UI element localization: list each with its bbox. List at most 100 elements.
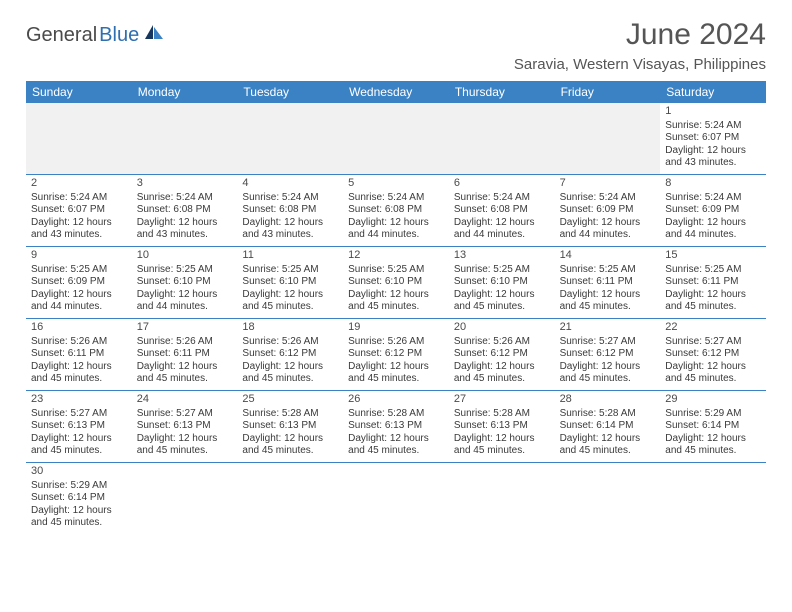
calendar-cell: 5Sunrise: 5:24 AMSunset: 6:08 PMDaylight… — [343, 175, 449, 247]
sunrise-line: Sunrise: 5:25 AM — [560, 264, 656, 277]
sunrise-line: Sunrise: 5:27 AM — [31, 408, 127, 421]
sail-icon — [143, 24, 165, 47]
daylight-line-1: Daylight: 12 hours — [348, 217, 444, 230]
daylight-line-2: and 45 minutes. — [560, 373, 656, 386]
calendar-body: 1Sunrise: 5:24 AMSunset: 6:07 PMDaylight… — [26, 103, 766, 535]
day-number: 26 — [348, 393, 444, 407]
calendar-cell-blank — [26, 103, 132, 175]
calendar-cell-empty — [237, 463, 343, 535]
daylight-line-1: Daylight: 12 hours — [242, 289, 338, 302]
sunrise-line: Sunrise: 5:26 AM — [31, 336, 127, 349]
sunrise-line: Sunrise: 5:26 AM — [348, 336, 444, 349]
calendar-cell: 25Sunrise: 5:28 AMSunset: 6:13 PMDayligh… — [237, 391, 343, 463]
sunset-line: Sunset: 6:07 PM — [31, 204, 127, 217]
calendar-cell-empty — [449, 463, 555, 535]
calendar-cell-blank — [449, 103, 555, 175]
daylight-line-2: and 45 minutes. — [242, 301, 338, 314]
sunset-line: Sunset: 6:08 PM — [137, 204, 233, 217]
calendar-cell: 9Sunrise: 5:25 AMSunset: 6:09 PMDaylight… — [26, 247, 132, 319]
daylight-line-2: and 44 minutes. — [454, 229, 550, 242]
sunset-line: Sunset: 6:11 PM — [560, 276, 656, 289]
daylight-line-1: Daylight: 12 hours — [137, 289, 233, 302]
daylight-line-2: and 43 minutes. — [242, 229, 338, 242]
daylight-line-2: and 45 minutes. — [454, 373, 550, 386]
sunrise-line: Sunrise: 5:27 AM — [560, 336, 656, 349]
daylight-line-1: Daylight: 12 hours — [242, 361, 338, 374]
sunset-line: Sunset: 6:09 PM — [560, 204, 656, 217]
sunset-line: Sunset: 6:10 PM — [137, 276, 233, 289]
sunrise-line: Sunrise: 5:25 AM — [242, 264, 338, 277]
sunrise-line: Sunrise: 5:24 AM — [348, 192, 444, 205]
calendar-cell-empty — [132, 463, 238, 535]
day-number: 16 — [31, 321, 127, 335]
daylight-line-2: and 44 minutes. — [31, 301, 127, 314]
sunset-line: Sunset: 6:13 PM — [31, 420, 127, 433]
daylight-line-2: and 43 minutes. — [31, 229, 127, 242]
sunset-line: Sunset: 6:10 PM — [454, 276, 550, 289]
day-number: 27 — [454, 393, 550, 407]
calendar-cell: 17Sunrise: 5:26 AMSunset: 6:11 PMDayligh… — [132, 319, 238, 391]
sunset-line: Sunset: 6:13 PM — [137, 420, 233, 433]
calendar-cell: 21Sunrise: 5:27 AMSunset: 6:12 PMDayligh… — [555, 319, 661, 391]
daylight-line-1: Daylight: 12 hours — [665, 433, 761, 446]
sunrise-line: Sunrise: 5:29 AM — [31, 480, 127, 493]
calendar-cell: 24Sunrise: 5:27 AMSunset: 6:13 PMDayligh… — [132, 391, 238, 463]
sunrise-line: Sunrise: 5:28 AM — [348, 408, 444, 421]
sunrise-line: Sunrise: 5:24 AM — [665, 120, 761, 133]
day-number: 6 — [454, 177, 550, 191]
daylight-line-1: Daylight: 12 hours — [560, 433, 656, 446]
daylight-line-1: Daylight: 12 hours — [137, 433, 233, 446]
calendar-cell: 7Sunrise: 5:24 AMSunset: 6:09 PMDaylight… — [555, 175, 661, 247]
sunrise-line: Sunrise: 5:28 AM — [242, 408, 338, 421]
daylight-line-2: and 43 minutes. — [137, 229, 233, 242]
sunset-line: Sunset: 6:12 PM — [242, 348, 338, 361]
day-number: 4 — [242, 177, 338, 191]
daylight-line-1: Daylight: 12 hours — [242, 433, 338, 446]
daylight-line-1: Daylight: 12 hours — [137, 217, 233, 230]
logo-text-2: Blue — [99, 24, 139, 47]
sunrise-line: Sunrise: 5:26 AM — [137, 336, 233, 349]
daylight-line-1: Daylight: 12 hours — [348, 361, 444, 374]
day-number: 28 — [560, 393, 656, 407]
day-number: 10 — [137, 249, 233, 263]
calendar-cell: 6Sunrise: 5:24 AMSunset: 6:08 PMDaylight… — [449, 175, 555, 247]
calendar-cell-empty — [343, 463, 449, 535]
calendar-header-row: SundayMondayTuesdayWednesdayThursdayFrid… — [26, 81, 766, 103]
calendar-cell: 3Sunrise: 5:24 AMSunset: 6:08 PMDaylight… — [132, 175, 238, 247]
daylight-line-1: Daylight: 12 hours — [31, 361, 127, 374]
sunset-line: Sunset: 6:07 PM — [665, 132, 761, 145]
daylight-line-2: and 43 minutes. — [665, 157, 761, 170]
calendar-cell: 4Sunrise: 5:24 AMSunset: 6:08 PMDaylight… — [237, 175, 343, 247]
calendar-cell: 11Sunrise: 5:25 AMSunset: 6:10 PMDayligh… — [237, 247, 343, 319]
sunset-line: Sunset: 6:08 PM — [454, 204, 550, 217]
weekday-header: Tuesday — [237, 81, 343, 103]
sunset-line: Sunset: 6:12 PM — [560, 348, 656, 361]
sunrise-line: Sunrise: 5:25 AM — [454, 264, 550, 277]
calendar-cell: 15Sunrise: 5:25 AMSunset: 6:11 PMDayligh… — [660, 247, 766, 319]
calendar-cell-blank — [343, 103, 449, 175]
sunrise-line: Sunrise: 5:27 AM — [137, 408, 233, 421]
sunrise-line: Sunrise: 5:24 AM — [137, 192, 233, 205]
sunrise-line: Sunrise: 5:25 AM — [137, 264, 233, 277]
calendar-cell-blank — [132, 103, 238, 175]
day-number: 8 — [665, 177, 761, 191]
weekday-header: Thursday — [449, 81, 555, 103]
daylight-line-2: and 45 minutes. — [348, 301, 444, 314]
calendar-cell: 26Sunrise: 5:28 AMSunset: 6:13 PMDayligh… — [343, 391, 449, 463]
day-number: 18 — [242, 321, 338, 335]
daylight-line-1: Daylight: 12 hours — [31, 433, 127, 446]
daylight-line-1: Daylight: 12 hours — [348, 289, 444, 302]
sunset-line: Sunset: 6:13 PM — [348, 420, 444, 433]
day-number: 13 — [454, 249, 550, 263]
calendar-page: GeneralBlue June 2024 Saravia, Western V… — [0, 0, 792, 553]
sunrise-line: Sunrise: 5:24 AM — [454, 192, 550, 205]
daylight-line-2: and 45 minutes. — [137, 373, 233, 386]
day-number: 23 — [31, 393, 127, 407]
calendar-cell: 14Sunrise: 5:25 AMSunset: 6:11 PMDayligh… — [555, 247, 661, 319]
daylight-line-2: and 45 minutes. — [31, 445, 127, 458]
daylight-line-2: and 45 minutes. — [348, 445, 444, 458]
daylight-line-2: and 44 minutes. — [348, 229, 444, 242]
day-number: 15 — [665, 249, 761, 263]
sunrise-line: Sunrise: 5:28 AM — [560, 408, 656, 421]
sunrise-line: Sunrise: 5:24 AM — [31, 192, 127, 205]
